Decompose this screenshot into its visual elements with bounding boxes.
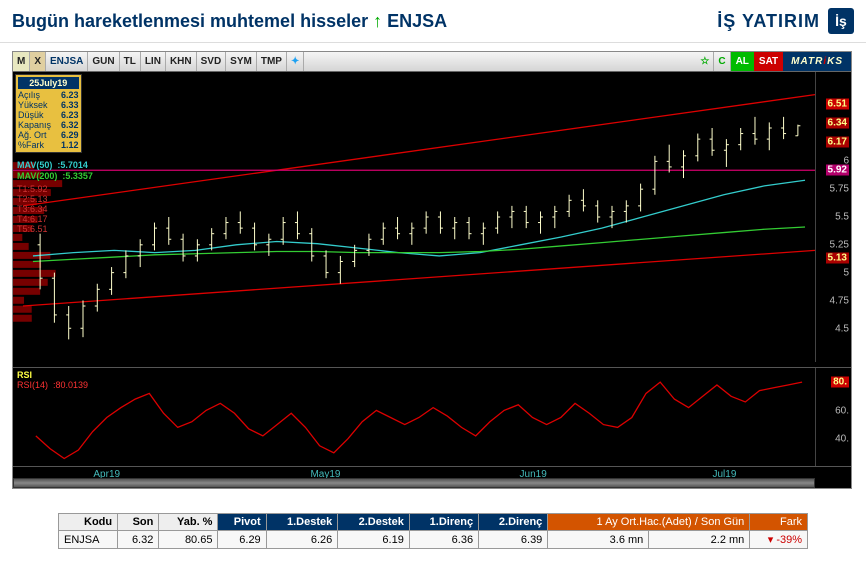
chart-toolbar: M X ENJSA GUNTLLINKHNSVDSYMTMP ✦ ☆ C AL … — [13, 52, 851, 72]
y-tick: 5 — [843, 267, 849, 278]
tb-khn-button[interactable]: KHN — [166, 52, 197, 71]
cell: 6.32 — [118, 531, 159, 549]
cell: ENJSA — [59, 531, 118, 549]
page-title: Bugün hareketlenmesi muhtemel hisseler ↑… — [12, 11, 447, 32]
info-row: Açılış6.23 — [18, 90, 79, 100]
cell: ▾ -39% — [750, 531, 808, 549]
y-tick: 5.13 — [826, 253, 849, 264]
y-tick: 4.5 — [835, 323, 849, 334]
ts-label: T3:6.34 — [17, 204, 48, 214]
info-date: 25July19 — [18, 77, 79, 89]
tb-tl-button[interactable]: TL — [120, 52, 141, 71]
info-row: Kapanış6.32 — [18, 120, 79, 130]
col-header: Yab. % — [159, 514, 218, 531]
rsi-y-tick: 60. — [835, 405, 849, 416]
y-tick: 4.75 — [830, 295, 849, 306]
ts-label: T4:6.17 — [17, 214, 48, 224]
twitter-icon[interactable]: ✦ — [287, 52, 304, 71]
tb-svd-button[interactable]: SVD — [197, 52, 227, 71]
y-tick: 6.17 — [826, 137, 849, 148]
y-tick: 6.51 — [826, 99, 849, 110]
scroll-thumb[interactable] — [13, 478, 815, 488]
y-tick: 5.25 — [830, 239, 849, 250]
cell: 2.2 mn — [649, 531, 750, 549]
mav-label: MAV(200) :5.3357 — [17, 171, 93, 181]
col-header: Son — [118, 514, 159, 531]
col-header: 1.Destek — [266, 514, 338, 531]
cell: 6.19 — [338, 531, 410, 549]
summary-section: KoduSonYab. %Pivot1.Destek2.Destek1.Dire… — [58, 513, 808, 549]
brand: İŞ YATIRIM İş — [717, 8, 854, 34]
fav-icon[interactable]: ☆ — [696, 52, 714, 71]
rsi-y-tick: 40. — [835, 434, 849, 445]
page-header: Bugün hareketlenmesi muhtemel hisseler ↑… — [0, 0, 866, 43]
tb-symbol-button[interactable]: ENJSA — [46, 52, 88, 71]
col-header: Pivot — [218, 514, 266, 531]
col-header: Fark — [750, 514, 808, 531]
col-header: Kodu — [59, 514, 118, 531]
col-header: 1 Ay Ort.Hac.(Adet) / Son Gün — [548, 514, 750, 531]
ts-label: T2:5.13 — [17, 194, 48, 204]
ohlc-info-box: 25July19 Açılış6.23Yüksek6.33Düşük6.23Ka… — [15, 74, 82, 153]
tb-lin-button[interactable]: LIN — [141, 52, 166, 71]
col-header: 2.Destek — [338, 514, 410, 531]
mav-label: MAV(50) :5.7014 — [17, 160, 88, 170]
tb-m-button[interactable]: M — [13, 52, 30, 71]
ts-label: T5:6.51 — [17, 224, 48, 234]
info-row: %Fark1.12 — [18, 140, 79, 150]
chart-container: M X ENJSA GUNTLLINKHNSVDSYMTMP ✦ ☆ C AL … — [12, 51, 852, 489]
brand-text: İŞ YATIRIM — [717, 11, 820, 32]
c-icon[interactable]: C — [714, 52, 730, 71]
info-row: Yüksek6.33 — [18, 100, 79, 110]
up-arrow-icon: ↑ — [373, 11, 382, 31]
matriks-brand: MATRiKS — [783, 52, 851, 71]
info-row: Ağ. Ort6.29 — [18, 130, 79, 140]
col-header: 2.Direnç — [479, 514, 548, 531]
y-tick: 5.5 — [835, 212, 849, 223]
tb-gun-button[interactable]: GUN — [88, 52, 119, 71]
sell-button[interactable]: SAT — [754, 52, 783, 71]
summary-table: KoduSonYab. %Pivot1.Destek2.Destek1.Dire… — [58, 513, 808, 549]
scroll-track[interactable] — [13, 478, 815, 488]
rsi-yaxis: 80. 60. 40. — [815, 368, 851, 467]
price-yaxis: 6.516.346.1765.925.755.55.255.1354.754.5 — [815, 72, 851, 362]
y-tick: 6.34 — [826, 118, 849, 129]
y-tick: 5.75 — [830, 184, 849, 195]
rsi-chart[interactable]: RSI RSI(14) :80.0139 80.60.40. — [13, 367, 851, 467]
cell: 6.36 — [409, 531, 478, 549]
price-chart[interactable]: 6.516.346.1765.925.755.55.255.1354.754.5… — [13, 72, 851, 362]
cell: 80.65 — [159, 531, 218, 549]
tb-x-button[interactable]: X — [30, 52, 46, 71]
ts-label: T1:5.92 — [17, 184, 48, 194]
y-tick: 5.92 — [826, 165, 849, 176]
cell: 6.39 — [479, 531, 548, 549]
header-symbol: ENJSA — [387, 11, 447, 31]
cell: 3.6 mn — [548, 531, 649, 549]
time-axis: Apr19May19Jun19Jul19 — [13, 466, 851, 488]
tb-tmp-button[interactable]: TMP — [257, 52, 287, 71]
info-row: Düşük6.23 — [18, 110, 79, 120]
tb-sym-button[interactable]: SYM — [226, 52, 257, 71]
cell: 6.26 — [266, 531, 338, 549]
rsi-y-tick: 80. — [831, 377, 849, 388]
buy-button[interactable]: AL — [731, 52, 754, 71]
brand-logo-icon: İş — [828, 8, 854, 34]
cell: 6.29 — [218, 531, 266, 549]
col-header: 1.Direnç — [409, 514, 478, 531]
